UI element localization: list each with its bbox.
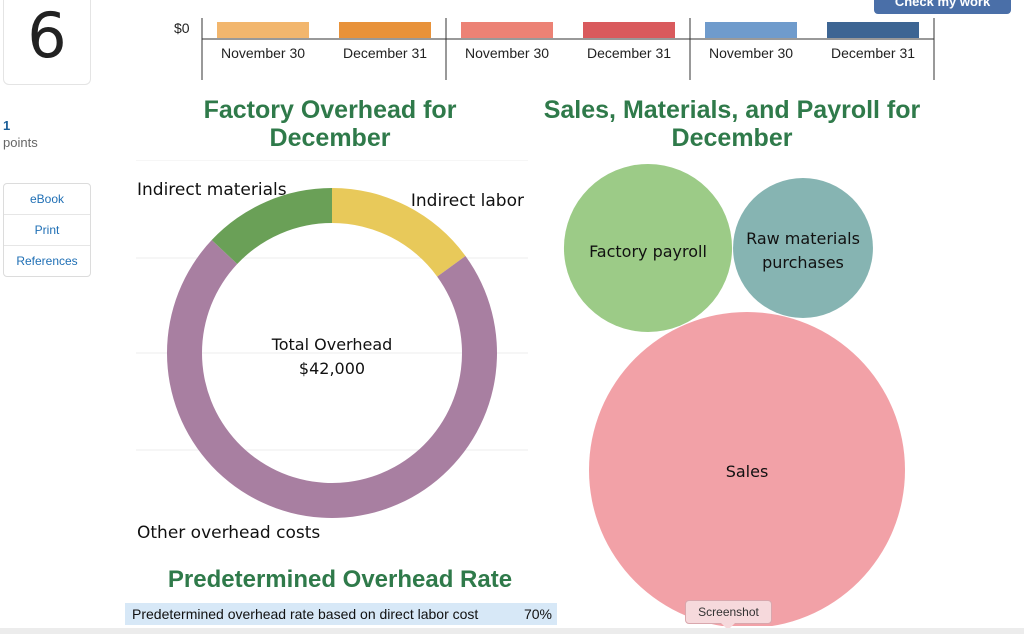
top-chart-tick-label: December 31 bbox=[831, 45, 915, 61]
question-number: 6 bbox=[27, 0, 67, 72]
bubble-chart-svg: Factory payroll Raw materials purchases Sal… bbox=[563, 163, 905, 628]
top-chart-tick-label: November 30 bbox=[709, 45, 793, 61]
donut-slice[interactable] bbox=[332, 188, 466, 277]
donut-center-value: $42,000 bbox=[299, 359, 365, 378]
donut-slice[interactable] bbox=[166, 240, 498, 518]
sales-materials-payroll-bubbles: Factory payroll Raw materials purchases Sal… bbox=[555, 160, 915, 628]
bubble-label: Factory payroll bbox=[589, 242, 707, 261]
bubble[interactable] bbox=[589, 312, 905, 628]
top-chart-bar bbox=[705, 22, 797, 38]
donut-chart-svg: Indirect labor Other overhead costs Indire… bbox=[136, 159, 528, 543]
top-chart-bar bbox=[827, 22, 919, 38]
points-label: points bbox=[3, 135, 38, 150]
top-chart-tick-label: November 30 bbox=[221, 45, 305, 61]
donut-slice[interactable] bbox=[211, 188, 332, 265]
top-bar-chart-svg: November 30 December 31 November 30 Decembe… bbox=[201, 18, 935, 80]
top-chart-bar bbox=[339, 22, 431, 38]
bubble[interactable] bbox=[563, 163, 733, 333]
screenshot-tooltip: Screenshot bbox=[685, 600, 772, 624]
materials-payroll-title: Sales, Materials, and Payroll for Decemb… bbox=[543, 96, 921, 152]
predetermined-rate-row: Predetermined overhead rate based on dir… bbox=[125, 603, 557, 625]
zero-axis-label: $0 bbox=[174, 20, 190, 36]
tooltip-arrow bbox=[721, 623, 735, 630]
question-number-box: 6 bbox=[3, 0, 91, 85]
top-chart-bar bbox=[461, 22, 553, 38]
predetermined-rate-label: Predetermined overhead rate based on dir… bbox=[132, 606, 479, 622]
predetermined-overhead-title: Predetermined Overhead Rate bbox=[167, 566, 513, 593]
print-link[interactable]: Print bbox=[4, 215, 90, 246]
predetermined-rate-value: 70% bbox=[523, 606, 552, 622]
factory-overhead-title: Factory Overhead for December bbox=[203, 96, 457, 152]
tools-panel: eBook Print References bbox=[3, 183, 91, 277]
references-link[interactable]: References bbox=[16, 254, 78, 268]
ebook-link[interactable]: eBook bbox=[4, 184, 90, 215]
top-chart-tick-label: December 31 bbox=[587, 45, 671, 61]
top-chart-bar bbox=[217, 22, 309, 38]
donut-center-title: Total Overhead bbox=[271, 335, 393, 354]
points-value: 1 bbox=[3, 118, 11, 133]
bubble-label: purchases bbox=[762, 253, 844, 272]
top-chart-tick-label: December 31 bbox=[343, 45, 427, 61]
donut-slice-label: Indirect labor bbox=[411, 191, 524, 211]
bubble[interactable] bbox=[733, 178, 873, 318]
bubble-label: Raw materials bbox=[746, 229, 860, 248]
top-chart-bar bbox=[583, 22, 675, 38]
bottom-scroll-edge bbox=[0, 628, 1024, 634]
donut-slice-label: Indirect materials bbox=[137, 180, 287, 200]
donut-slice-label: Other overhead costs bbox=[137, 523, 320, 543]
check-my-work-button[interactable]: Check my work bbox=[874, 0, 1011, 14]
top-chart-tick-label: November 30 bbox=[465, 45, 549, 61]
bubble-label: Sales bbox=[726, 462, 769, 481]
top-bar-chart: $0 November 30 December 31 November 30 Dece… bbox=[140, 0, 940, 90]
factory-overhead-donut: Indirect labor Other overhead costs Indire… bbox=[136, 159, 528, 550]
